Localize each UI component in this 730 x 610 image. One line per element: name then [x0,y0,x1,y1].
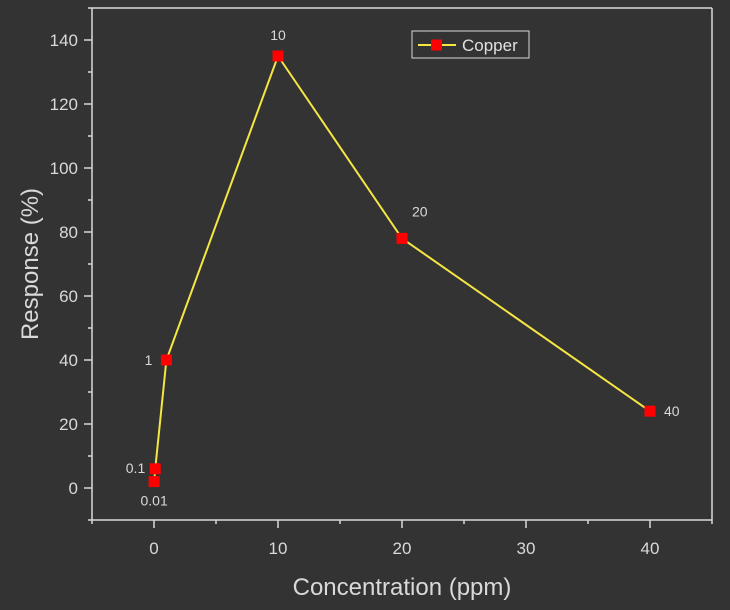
data-point-label: 20 [412,203,428,219]
legend-label: Copper [462,36,518,55]
data-point-marker [272,50,284,62]
y-axis-title: Response (%) [17,188,44,340]
series-line [153,53,651,482]
y-tick-label: 60 [59,287,78,306]
data-point-marker [148,476,160,488]
y-tick-label: 120 [50,95,78,114]
point-labels-layer: 0.01 0.1 1 10 20 40 [126,27,680,509]
series-layer [148,50,656,488]
plot-area [91,7,713,521]
y-tick-label: 0 [69,479,78,498]
legend: Copper [411,30,530,59]
data-point-marker [644,405,656,417]
x-axis-title: Concentration (ppm) [293,574,512,601]
data-point-label: 0.1 [126,460,146,476]
legend-box [411,30,530,59]
data-point-label: 10 [270,27,286,43]
data-point-marker [160,354,172,366]
x-tick-label: 0 [149,539,158,558]
data-point-marker [149,463,161,475]
data-point-label: 0.01 [140,493,167,509]
data-point-label: 40 [664,403,680,419]
y-tick-label: 80 [59,223,78,242]
x-tick-label: 30 [517,539,536,558]
y-tick-label: 140 [50,31,78,50]
y-tick-label: 40 [59,351,78,370]
y-tick-label: 20 [59,415,78,434]
data-point-label: 1 [145,352,153,368]
x-tick-label: 10 [269,539,288,558]
x-tick-label: 40 [641,539,660,558]
y-tick-label: 100 [50,159,78,178]
x-tick-label: 20 [393,539,412,558]
legend-marker-swatch [431,39,442,51]
data-point-marker [396,232,408,244]
